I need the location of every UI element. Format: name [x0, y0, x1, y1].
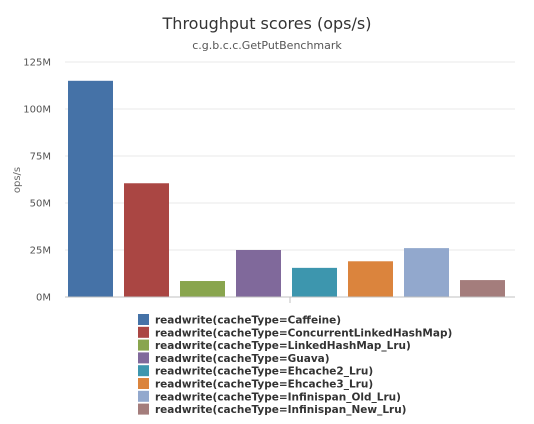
legend-swatch: [138, 403, 149, 415]
legend-item-label[interactable]: readwrite(cacheType=LinkedHashMap_Lru): [155, 340, 411, 352]
y-tick-label: 75M: [30, 152, 51, 163]
legend-swatch: [138, 378, 149, 389]
chart-title: Throughput scores (ops/s): [162, 14, 372, 33]
bar[interactable]: [236, 250, 281, 297]
y-axis-label: ops/s: [12, 167, 23, 193]
legend-swatch: [138, 314, 149, 325]
legend-swatch: [138, 365, 149, 377]
legend-item-label[interactable]: readwrite(cacheType=Ehcache2_Lru): [155, 366, 373, 378]
y-tick-label: 50M: [30, 199, 51, 210]
y-tick-label: 125M: [23, 58, 51, 69]
bar[interactable]: [292, 267, 337, 297]
legend-item-label[interactable]: readwrite(cacheType=ConcurrentLinkedHash…: [155, 327, 452, 339]
bar[interactable]: [68, 80, 113, 297]
bar[interactable]: [404, 248, 449, 297]
y-tick-label: 0M: [36, 293, 51, 304]
legend-item-label[interactable]: readwrite(cacheType=Guava): [155, 353, 330, 365]
y-axis-ticks: 0M 25M 50M 75M 100M 125M: [23, 58, 51, 304]
legend-item-label[interactable]: readwrite(cacheType=Infinispan_New_Lru): [155, 404, 406, 416]
legend-swatch: [138, 339, 149, 351]
legend-item-label[interactable]: readwrite(cacheType=Caffeine): [155, 315, 341, 327]
legend-swatch: [138, 390, 149, 402]
bar[interactable]: [180, 281, 225, 297]
legend-item-label[interactable]: readwrite(cacheType=Ehcache3_Lru): [155, 379, 373, 391]
legend-swatch: [138, 352, 149, 364]
chart-subtitle: c.g.b.c.c.GetPutBenchmark: [192, 39, 342, 52]
bars: [68, 80, 505, 297]
bar[interactable]: [460, 280, 505, 297]
bar[interactable]: [124, 183, 169, 297]
y-tick-label: 100M: [23, 105, 51, 116]
legend: readwrite(cacheType=Caffeine)readwrite(c…: [138, 314, 452, 416]
y-tick-label: 25M: [30, 246, 51, 257]
legend-swatch: [138, 326, 149, 338]
legend-item-label[interactable]: readwrite(cacheType=Infinispan_Old_Lru): [155, 391, 401, 403]
bar[interactable]: [348, 261, 393, 297]
